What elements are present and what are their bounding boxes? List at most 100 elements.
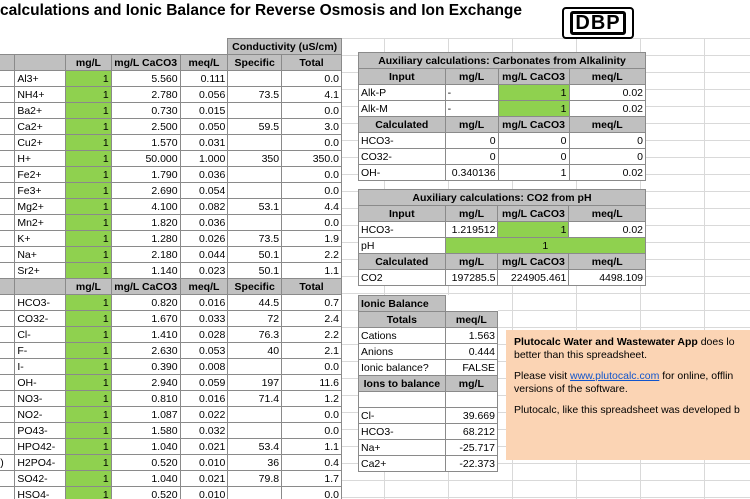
carbonates-title-row: Auxiliary calculations: Carbonates from … [358, 52, 646, 69]
column-header: mg/L CaCO3 [110, 54, 181, 71]
totals-row: Ionic balance? FALSE [358, 359, 499, 376]
column-header: mg/L [444, 253, 499, 270]
specific-value [227, 102, 283, 119]
plutocalc-note: Plutocalc Water and Wastewater App does … [506, 330, 750, 460]
meq-value: 0.059 [179, 374, 229, 391]
meq-value: 0.082 [179, 198, 229, 215]
mgl-input[interactable]: 1 [65, 134, 112, 151]
ion-label: NO2- [14, 406, 67, 423]
mgl-input[interactable]: 1 [65, 390, 112, 407]
co2-label: CO2 [358, 269, 446, 286]
total-value: 0.0 [281, 406, 342, 423]
mgl-input[interactable]: 1 [65, 422, 112, 439]
alk-row: Alk-P -1 0.02 [358, 84, 647, 101]
ion-mgl: 68.212 [444, 423, 499, 440]
ion-label: NO3- [14, 390, 67, 407]
total-value: 0.0 [281, 486, 342, 499]
species-label: HCO3- [358, 132, 446, 149]
cell [0, 54, 16, 71]
meq-value: 0.031 [179, 134, 229, 151]
mgl-input[interactable]: 1 [65, 438, 112, 455]
row-stub [0, 214, 16, 231]
cation-row: Na+ 1 2.180 0.044 50.1 2.2 [0, 246, 342, 263]
specific-value: 36 [227, 454, 283, 471]
ion-label: Cl- [14, 326, 67, 343]
mgl-input[interactable]: 1 [65, 326, 112, 343]
meq-value: 0.015 [179, 102, 229, 119]
caco3-input[interactable]: 1 [497, 84, 570, 101]
mgl-input[interactable]: 1 [65, 70, 112, 87]
mgl-input[interactable]: 1 [65, 310, 112, 327]
mgl-input[interactable]: 1 [65, 374, 112, 391]
caco3-value: 0 [497, 148, 570, 165]
row-stub [0, 374, 16, 391]
caco3-value: 5.560 [110, 70, 181, 87]
cation-row: Fe2+ 1 1.790 0.036 0.0 [0, 166, 342, 183]
caco3-value: 0.810 [110, 390, 181, 407]
specific-value: 72 [227, 310, 283, 327]
mgl-input[interactable]: 1 [65, 166, 112, 183]
mgl-input[interactable]: 1 [65, 102, 112, 119]
column-header: Totals [358, 311, 446, 328]
mgl-input[interactable]: 1 [65, 182, 112, 199]
column-header: Specific [227, 278, 283, 295]
row-stub [0, 118, 16, 135]
cell [445, 296, 497, 312]
mgl-input[interactable]: 1 [65, 214, 112, 231]
totals-label: Ionic balance? [358, 359, 446, 376]
column-header: meq/L [568, 205, 646, 222]
meq-value: 0.010 [179, 454, 229, 471]
meq-value: 4498.109 [568, 269, 646, 286]
totals-label: Anions [358, 343, 446, 360]
total-value: 1.7 [281, 470, 342, 487]
column-header: mg/L [444, 205, 499, 222]
caco3-input[interactable]: 1 [497, 100, 570, 117]
specific-value [227, 70, 283, 87]
mgl-input[interactable]: 1 [65, 454, 112, 471]
specific-value: 50.1 [227, 262, 283, 279]
mgl-input[interactable]: 1 [65, 86, 112, 103]
mgl-input[interactable]: 1 [65, 118, 112, 135]
column-header: Calculated [358, 253, 446, 270]
totals-label: Cations [358, 327, 446, 344]
co2-table: Auxiliary calculations: CO2 from pH Input… [358, 189, 647, 286]
row-stub [0, 166, 16, 183]
cell [444, 391, 499, 408]
ion-label: Fe3+ [14, 182, 67, 199]
total-value: 2.1 [281, 342, 342, 359]
plutocalc-link[interactable]: www.plutocalc.com [570, 370, 660, 382]
total-value: 0.0 [281, 134, 342, 151]
mgl-input[interactable]: 1 [65, 230, 112, 247]
mgl-input[interactable]: 1 [65, 358, 112, 375]
cation-row: Mn2+ 1 1.820 0.036 0.0 [0, 214, 342, 231]
conductivity-header-row: Conductivity (uS/cm) [0, 38, 342, 55]
meq-value: 0.050 [179, 118, 229, 135]
meq-value: 0.02 [568, 221, 646, 238]
note-line-2: for online, offlin versions of the softw… [514, 370, 734, 395]
column-header: mg/L [444, 116, 499, 133]
specific-value: 197 [227, 374, 283, 391]
mgl-input[interactable]: 1 [65, 486, 112, 499]
row-stub [0, 134, 16, 151]
meq-value: 0.056 [179, 86, 229, 103]
cation-row: Mg2+ 1 4.100 0.082 53.1 4.4 [0, 198, 342, 215]
ion-label: H+ [14, 150, 67, 167]
mgl-input[interactable]: 1 [65, 262, 112, 279]
mgl-input[interactable]: 1 [65, 198, 112, 215]
ion-label: OH- [14, 374, 67, 391]
mgl-input[interactable]: 1 [65, 150, 112, 167]
mgl-input[interactable]: 1 [65, 246, 112, 263]
mgl-input[interactable]: 1 [65, 342, 112, 359]
ph-input[interactable]: 1 [444, 237, 647, 254]
row-stub [0, 182, 16, 199]
mgl-input[interactable]: 1 [65, 406, 112, 423]
caco3-input[interactable]: 1 [497, 221, 570, 238]
mgl-input[interactable]: 1 [65, 470, 112, 487]
ion-label: HSO4- [14, 486, 67, 499]
note-line-3: Plutocalc, like this spreadsheet was dev… [514, 404, 740, 416]
mgl-input[interactable]: 1 [65, 294, 112, 311]
total-value: 0.0 [281, 70, 342, 87]
specific-value [227, 358, 283, 375]
ion-label: Cu2+ [14, 134, 67, 151]
column-header: meq/L [179, 278, 229, 295]
